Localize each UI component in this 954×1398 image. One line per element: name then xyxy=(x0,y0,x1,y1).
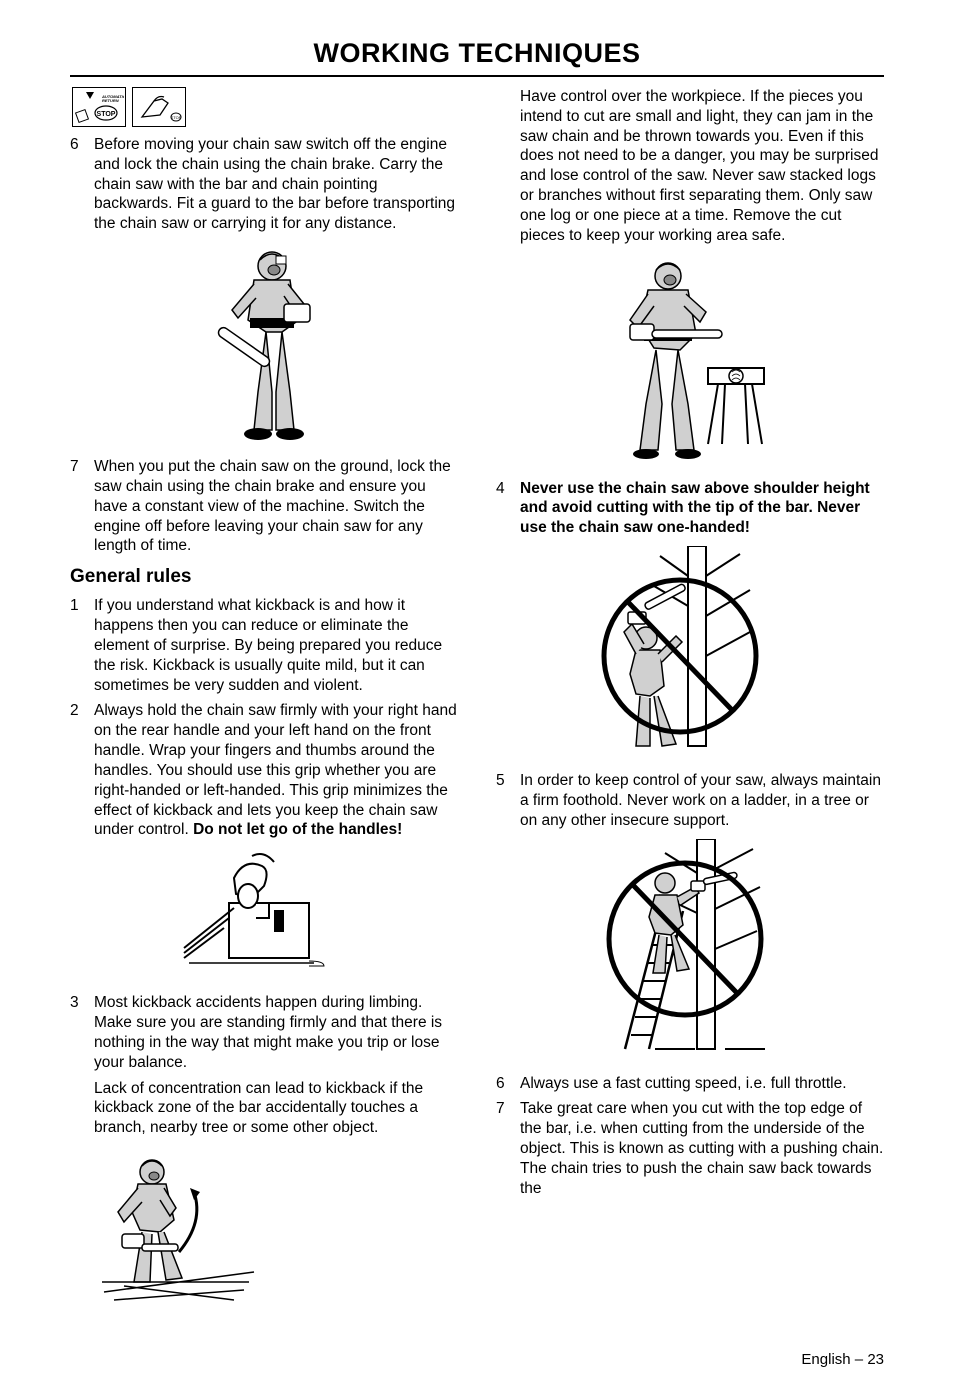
item-number: 6 xyxy=(496,1074,520,1094)
svg-text:RETURN: RETURN xyxy=(102,98,119,103)
rule3-para-a: Most kickback accidents happen during li… xyxy=(94,993,458,1072)
item-text: Always use a fast cutting speed, i.e. fu… xyxy=(520,1074,884,1094)
item-text: Take great care when you cut with the to… xyxy=(520,1099,884,1198)
list-item-6: 6 Before moving your chain saw switch of… xyxy=(70,135,458,234)
right-column: Have control over the workpiece. If the … xyxy=(496,87,884,1327)
title-rule xyxy=(70,75,884,77)
left-column: AUTOMATIC RETURN STOP STOP 6 Before movi… xyxy=(70,87,458,1327)
figure-workpiece-control xyxy=(496,254,884,469)
item-number: 6 xyxy=(70,135,94,234)
figure-limbing xyxy=(94,1152,458,1317)
item-number-empty xyxy=(496,87,520,246)
footer-sep: – xyxy=(855,1351,863,1368)
rule-6: 6 Always use a fast cutting speed, i.e. … xyxy=(496,1074,884,1094)
item-text: Most kickback accidents happen during li… xyxy=(94,993,458,1144)
page-title: WORKING TECHNIQUES xyxy=(70,38,884,75)
figure-carry-saw xyxy=(70,242,458,447)
item-text: In order to keep control of your saw, al… xyxy=(520,771,884,830)
rule-5: 5 In order to keep control of your saw, … xyxy=(496,771,884,830)
figure-grip xyxy=(70,848,458,983)
rule-7: 7 Take great care when you cut with the … xyxy=(496,1099,884,1198)
footer-lang: English xyxy=(801,1351,850,1368)
general-rules-heading: General rules xyxy=(70,566,458,588)
footer-page: 23 xyxy=(867,1351,884,1368)
item-text: If you understand what kickback is and h… xyxy=(94,596,458,695)
item-text: Have control over the workpiece. If the … xyxy=(520,87,884,246)
item-text: When you put the chain saw on the ground… xyxy=(94,457,458,556)
hand-saw-icon: STOP xyxy=(132,87,186,127)
svg-text:STOP: STOP xyxy=(171,115,182,120)
rule3-para-b: Lack of concentration can lead to kickba… xyxy=(94,1079,458,1138)
rule-4: 4 Never use the chain saw above shoulder… xyxy=(496,479,884,538)
list-item-7: 7 When you put the chain saw on the grou… xyxy=(70,457,458,556)
stop-icon: AUTOMATIC RETURN STOP xyxy=(72,87,126,127)
item-number: 5 xyxy=(496,771,520,830)
item-number: 4 xyxy=(496,479,520,538)
svg-text:STOP: STOP xyxy=(97,111,116,118)
top-icon-row: AUTOMATIC RETURN STOP STOP xyxy=(72,87,458,127)
rule2-text-a: Always hold the chain saw firmly with yo… xyxy=(94,702,457,838)
item-number: 2 xyxy=(70,701,94,840)
rule2-text-b: Do not let go of the handles! xyxy=(193,821,402,838)
rule-2: 2 Always hold the chain saw firmly with … xyxy=(70,701,458,840)
item-text: Always hold the chain saw firmly with yo… xyxy=(94,701,458,840)
figure-no-ladder xyxy=(496,839,884,1064)
rule-1: 1 If you understand what kickback is and… xyxy=(70,596,458,695)
item-number: 7 xyxy=(496,1099,520,1198)
two-column-layout: AUTOMATIC RETURN STOP STOP 6 Before movi… xyxy=(70,87,884,1327)
rule-3: 3 Most kickback accidents happen during … xyxy=(70,993,458,1144)
item-text: Never use the chain saw above shoulder h… xyxy=(520,479,884,538)
figure-no-overhead xyxy=(496,546,884,761)
page-footer: English – 23 xyxy=(70,1351,884,1368)
item-number: 7 xyxy=(70,457,94,556)
item-text: Before moving your chain saw switch off … xyxy=(94,135,458,234)
item-number: 1 xyxy=(70,596,94,695)
item-number: 3 xyxy=(70,993,94,1144)
intro-para: Have control over the workpiece. If the … xyxy=(496,87,884,246)
